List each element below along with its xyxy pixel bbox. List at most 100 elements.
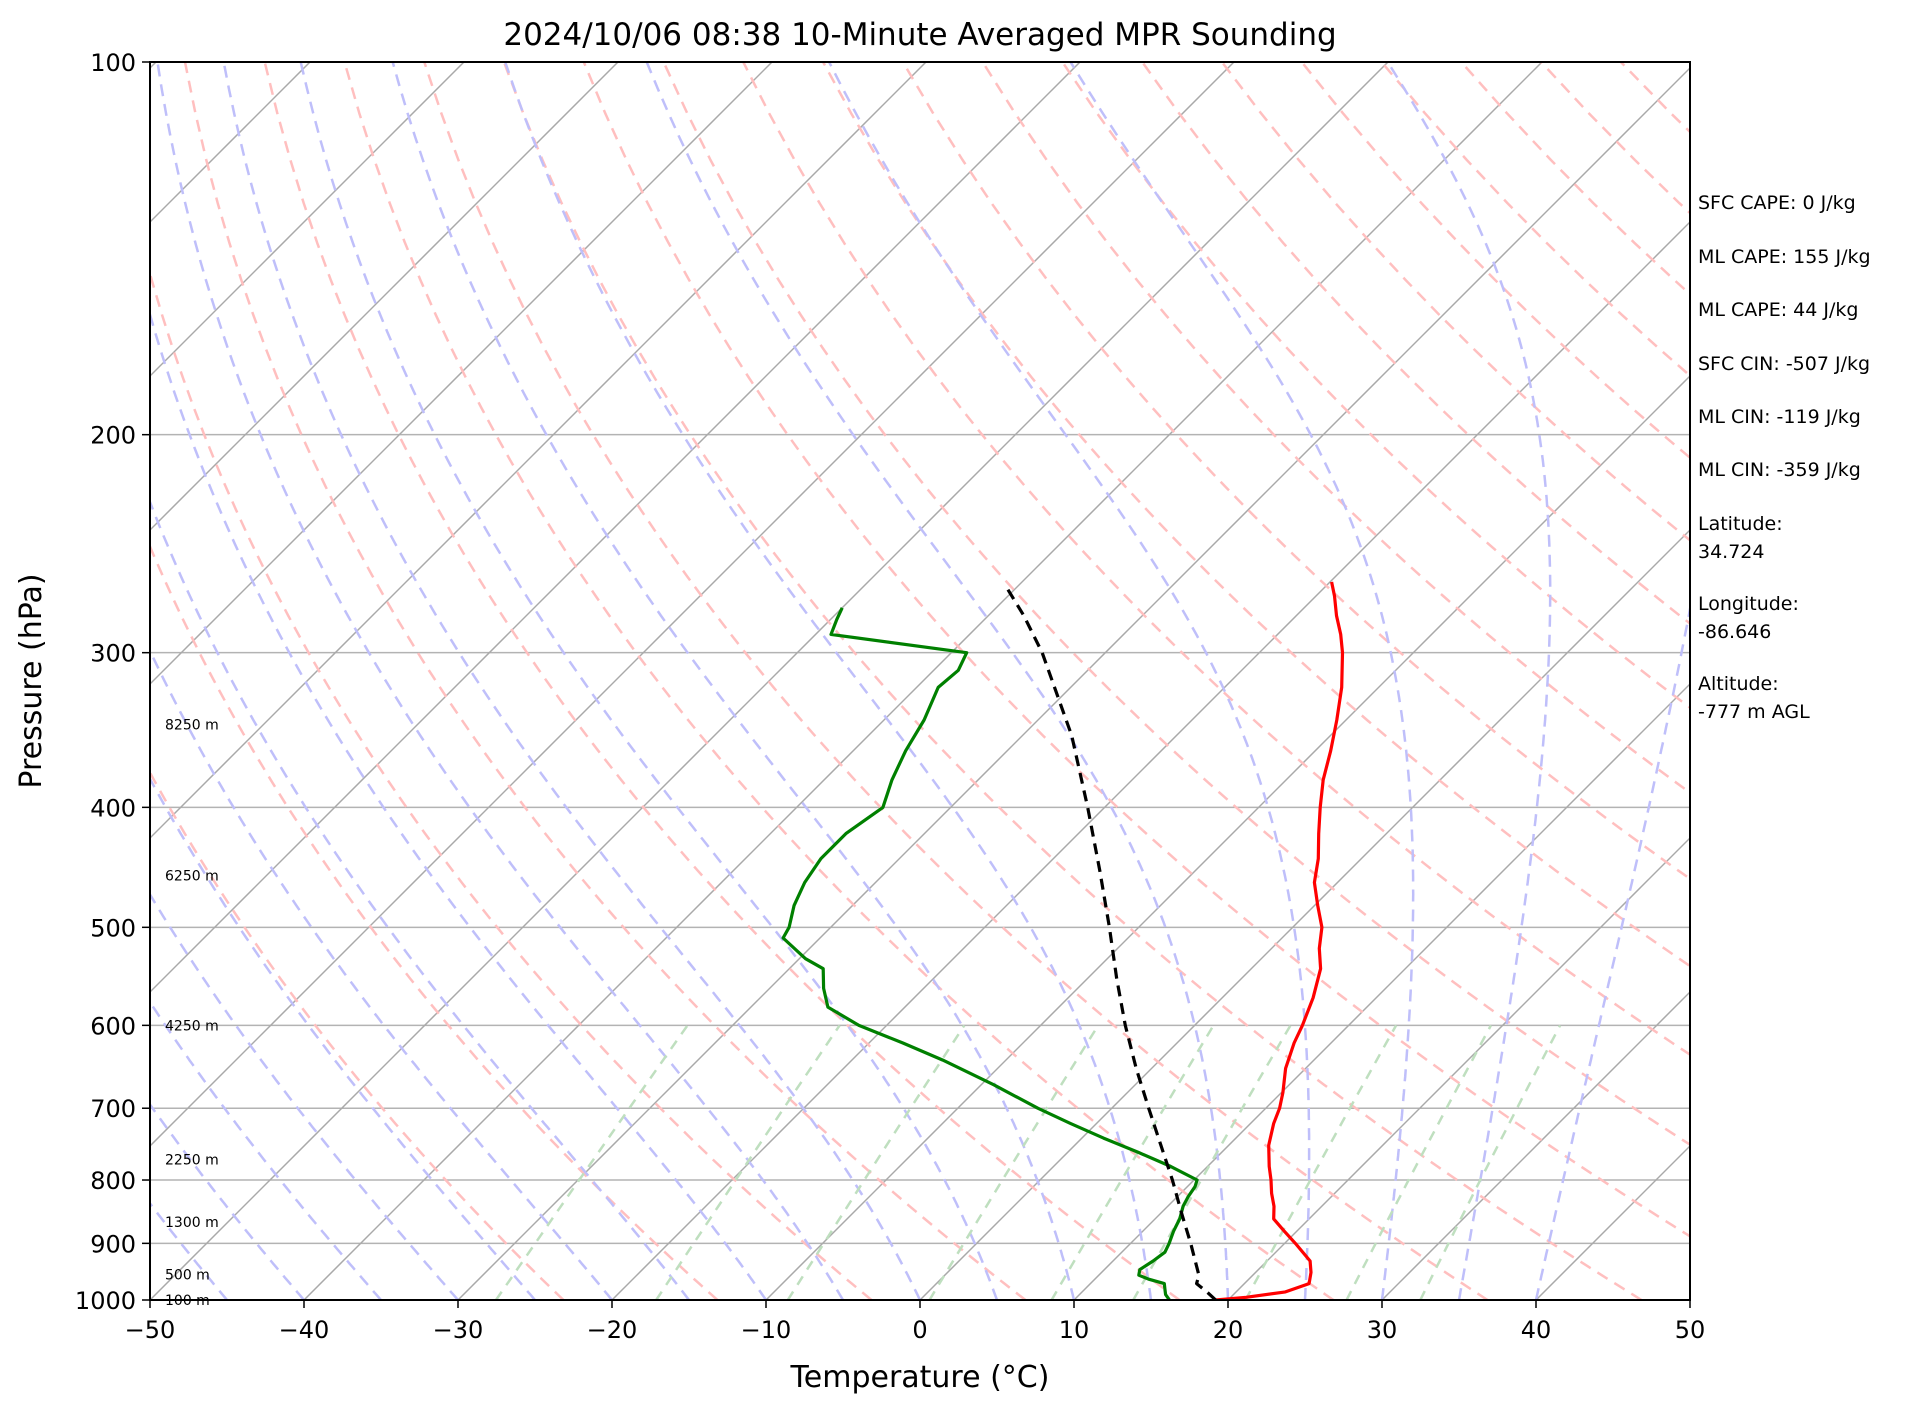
- isotherm-line: [457, 66, 1690, 1300]
- moist-adiabat-line: [150, 310, 768, 1300]
- y-axis-ticks: 100 200 300 400 500 600 700 800 900 1000: [75, 49, 150, 1315]
- dry-adiabat-line: [150, 268, 873, 1300]
- info-panel-line: 34.724: [1698, 541, 1764, 563]
- height-label: 4250 m: [165, 1018, 219, 1034]
- dry-adiabat-line: [263, 62, 1181, 1300]
- mixing-ratio-lines: [494, 1024, 1562, 1300]
- y-tick-label: 600: [90, 1012, 136, 1040]
- y-tick-label: 800: [90, 1167, 136, 1195]
- dry-adiabat-line: [150, 770, 565, 1300]
- mixing-ratio-line: [1050, 1024, 1215, 1300]
- moist-adiabat-line: [150, 498, 690, 1300]
- isotherm-line: [611, 220, 1690, 1300]
- y-tick-label: 1000: [75, 1287, 136, 1315]
- isotherm-line: [150, 62, 1081, 994]
- x-axis-ticks: −50 −40 −30 −20 −10 0 10 20 30 40 50: [125, 1300, 1706, 1344]
- x-tick-label: 50: [1675, 1316, 1706, 1344]
- info-panel-line: SFC CAPE: 0 J/kg: [1698, 192, 1856, 214]
- dry-adiabat-line: [742, 62, 1690, 1057]
- dry-adiabat-line: [183, 62, 1027, 1300]
- y-tick-label: 300: [90, 640, 136, 668]
- y-tick-label: 100: [90, 49, 136, 77]
- moist-adiabat-line: [1386, 62, 1552, 1300]
- isotherm-line: [150, 62, 1389, 1300]
- isotherm-line: [919, 528, 1690, 1300]
- height-label: 2250 m: [165, 1152, 219, 1168]
- dry-adiabat-line: [822, 62, 1690, 968]
- dry-adiabat-line: [502, 62, 1643, 1300]
- dry-adiabat-line: [582, 62, 1690, 1238]
- dry-adiabat-line: [423, 62, 1489, 1300]
- moist-adiabat-line: [504, 62, 1153, 1300]
- height-label: 8250 m: [165, 718, 219, 734]
- chart-title: 2024/10/06 08:38 10-Minute Averaged MPR …: [503, 17, 1336, 53]
- dewpoint-profile: [781, 607, 1199, 1300]
- mixing-ratio-line: [928, 1024, 1100, 1300]
- moist-adiabat-line: [150, 892, 459, 1300]
- isotherm-line: [1381, 990, 1690, 1300]
- x-tick-label: −50: [125, 1316, 176, 1344]
- x-tick-label: 30: [1367, 1316, 1398, 1344]
- x-tick-label: −40: [279, 1316, 330, 1344]
- dry-adiabat-line: [981, 62, 1690, 795]
- mixing-ratio-line: [1132, 1024, 1292, 1300]
- x-tick-label: −10: [741, 1316, 792, 1344]
- height-label: 500 m: [165, 1268, 210, 1284]
- info-panel-line: SFC CIN: -507 J/kg: [1698, 353, 1870, 375]
- isotherm-line: [150, 62, 927, 840]
- y-tick-label: 500: [90, 914, 136, 942]
- dry-adiabat-line: [343, 62, 1335, 1300]
- sounding-profiles: [781, 581, 1345, 1300]
- info-panel-line: ML CIN: -119 J/kg: [1698, 406, 1861, 428]
- info-panel-line: Longitude:: [1698, 593, 1799, 615]
- moist-adiabat-line: [645, 62, 1230, 1300]
- dry-adiabat-lines: [150, 62, 1690, 1300]
- x-tick-label: 40: [1521, 1316, 1552, 1344]
- isotherm-line: [303, 62, 1543, 1300]
- info-panel-line: Altitude:: [1698, 673, 1779, 695]
- isotherm-line: [1073, 682, 1690, 1300]
- mixing-ratio-line: [1345, 1024, 1492, 1300]
- info-panel-line: ML CAPE: 155 J/kg: [1698, 246, 1871, 268]
- isotherm-line: [150, 62, 773, 686]
- isotherm-lines: [150, 62, 1690, 1300]
- y-tick-label: 400: [90, 794, 136, 822]
- moist-adiabat-line: [827, 62, 1311, 1300]
- y-tick-label: 900: [90, 1230, 136, 1258]
- y-tick-label: 700: [90, 1095, 136, 1123]
- y-tick-label: 200: [90, 422, 136, 450]
- dry-adiabat-line: [901, 62, 1690, 881]
- info-panel-line: -777 m AGL: [1698, 701, 1810, 723]
- isotherm-line: [765, 374, 1690, 1300]
- moist-adiabat-line: [150, 1201, 228, 1300]
- info-panel-line: ML CIN: -359 J/kg: [1698, 459, 1861, 481]
- isotherm-line: [150, 62, 1235, 1148]
- x-tick-label: 10: [1059, 1316, 1090, 1344]
- mixing-ratio-line: [1244, 1024, 1398, 1300]
- moist-adiabat-line: [222, 62, 922, 1300]
- height-label: 6250 m: [165, 868, 219, 884]
- x-axis-title: Temperature (°C): [790, 1360, 1050, 1395]
- y-axis-title: Pressure (hPa): [14, 573, 49, 788]
- x-tick-label: 0: [912, 1316, 927, 1344]
- x-tick-label: −20: [587, 1316, 638, 1344]
- temperature-profile: [1215, 581, 1345, 1300]
- info-panel-line: Latitude:: [1698, 513, 1783, 535]
- moist-adiabat-line: [1534, 602, 1690, 1300]
- dry-adiabat-line: [150, 543, 719, 1300]
- isotherm-line: [150, 62, 465, 378]
- mixing-ratio-line: [1419, 1024, 1562, 1300]
- moist-adiabat-line: [391, 62, 1076, 1300]
- mixing-ratio-line: [786, 1024, 966, 1300]
- isotherm-line: [1227, 836, 1690, 1300]
- x-tick-label: 20: [1213, 1316, 1244, 1344]
- dry-adiabat-line: [662, 62, 1690, 1147]
- pressure-gridlines: [150, 62, 1690, 1300]
- info-panel: SFC CAPE: 0 J/kg ML CAPE: 155 J/kg ML CAPE…: [1698, 192, 1871, 723]
- info-panel-line: -86.646: [1698, 621, 1771, 643]
- info-panel-line: ML CAPE: 44 J/kg: [1698, 299, 1858, 321]
- isotherm-line: [150, 62, 619, 532]
- mixing-ratio-line: [655, 1024, 841, 1300]
